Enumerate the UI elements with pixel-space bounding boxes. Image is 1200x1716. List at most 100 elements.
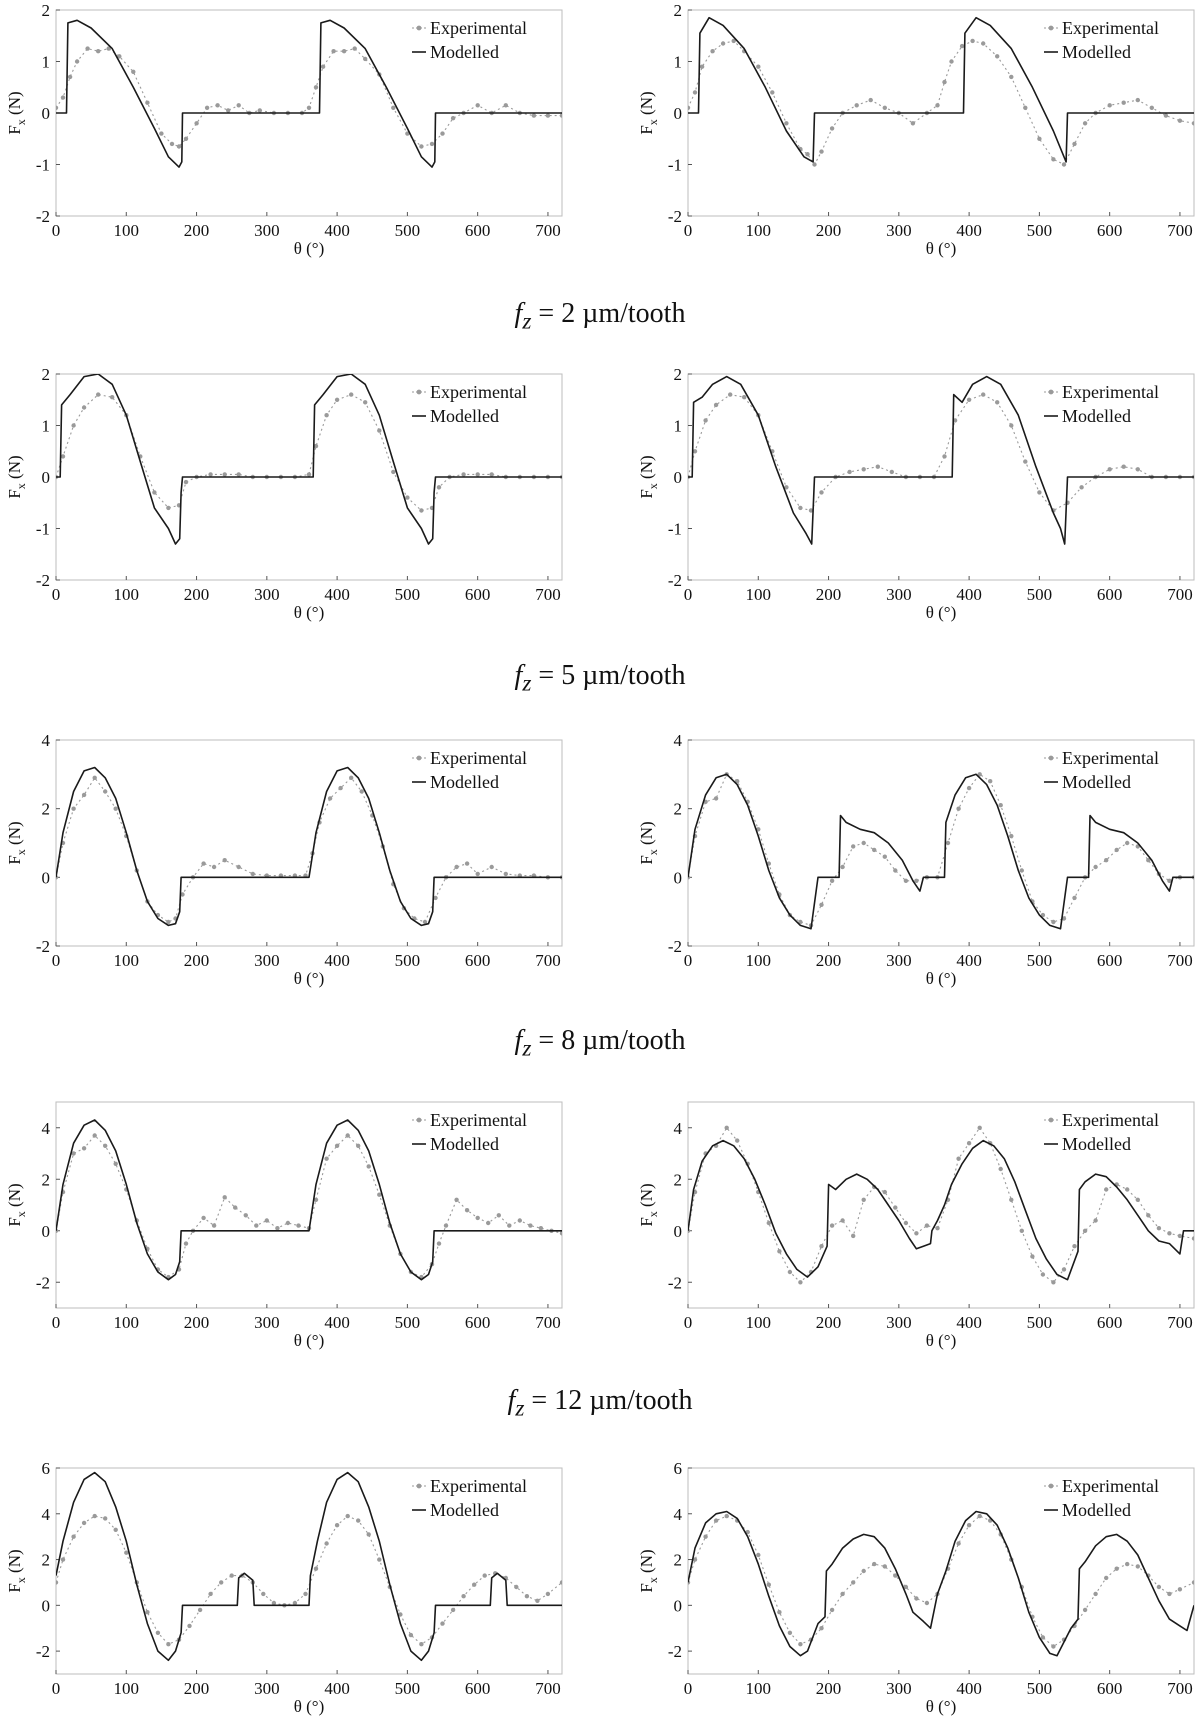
data-point [1114, 1566, 1119, 1571]
data-point [81, 1146, 87, 1151]
data-point [313, 1197, 319, 1203]
data-point [489, 864, 494, 870]
series-modelled [56, 766, 562, 927]
x-tick-label: 100 [114, 1313, 140, 1332]
data-point [377, 1557, 382, 1562]
caption-fz-8: fz = 8 µm/tooth [514, 1025, 686, 1062]
data-point [914, 878, 919, 883]
data-point [713, 1518, 719, 1523]
data-point [454, 864, 459, 870]
data-point [1163, 113, 1169, 118]
data-point [1037, 136, 1042, 141]
data-point [756, 1552, 761, 1558]
data-point [766, 1582, 771, 1587]
y-tick-label: 0 [674, 868, 683, 887]
x-tick-label: 600 [1097, 585, 1123, 604]
data-point [1125, 840, 1130, 846]
data-point [1121, 100, 1126, 105]
legend: Experimental Modelled [412, 1476, 527, 1520]
data-point [861, 1197, 866, 1203]
x-tick-label: 700 [1167, 585, 1193, 604]
data-point [464, 1208, 470, 1213]
data-point [405, 131, 410, 136]
plot-frame [687, 1467, 1195, 1675]
data-point [454, 1197, 459, 1203]
data-point [419, 1642, 424, 1647]
data-point [159, 131, 164, 136]
data-point [60, 1557, 66, 1562]
data-point [1135, 1564, 1141, 1569]
data-point [692, 90, 698, 95]
x-tick-label: 700 [535, 585, 561, 604]
y-tick-label: 1 [674, 53, 683, 72]
y-tick-label: -2 [668, 1273, 682, 1292]
data-point [419, 508, 424, 513]
chart-panel-1: 0 100 200 300 400 500 600 700 -2 -1 0 1 2 θ (°) Fx (N)… [5, 1, 563, 258]
data-point [538, 1226, 544, 1231]
legend-swatch-marker [416, 25, 422, 31]
data-point [742, 395, 747, 400]
series-experimental [688, 38, 1194, 167]
y-tick-label: 2 [42, 1170, 51, 1189]
data-point [183, 1241, 189, 1246]
series-modelled [688, 1510, 1194, 1657]
x-tick-label: 100 [114, 221, 140, 240]
modelled-line [56, 19, 562, 168]
data-point [229, 1573, 234, 1578]
y-tick-label: 0 [674, 1222, 683, 1241]
data-point [285, 1220, 291, 1226]
data-point [334, 1523, 340, 1528]
x-axis-label: θ (°) [926, 1697, 957, 1716]
x-tick-label: 300 [254, 221, 280, 240]
y-tick-label: 0 [42, 1222, 51, 1241]
data-point [728, 392, 733, 397]
data-point [334, 397, 340, 402]
data-point [486, 1220, 491, 1226]
legend-label: Experimental [430, 1476, 527, 1496]
data-point [1104, 858, 1109, 863]
data-point [169, 141, 175, 147]
data-point [812, 162, 817, 167]
data-point [829, 126, 835, 131]
data-point [724, 1125, 729, 1131]
data-point [798, 1280, 803, 1285]
data-point [914, 1596, 919, 1601]
data-point [236, 103, 241, 108]
data-point [219, 1580, 224, 1585]
x-axis-label: θ (°) [294, 239, 325, 258]
y-tick-label: 2 [42, 800, 51, 819]
legend-label: Modelled [430, 42, 499, 62]
data-point [545, 1591, 551, 1597]
modelled-line [688, 1510, 1194, 1657]
modelled-line [688, 773, 1194, 930]
y-tick-label: 1 [674, 417, 683, 436]
data-point [1177, 118, 1183, 123]
legend-swatch-marker [416, 389, 422, 395]
x-axis-label: θ (°) [926, 969, 957, 988]
data-point [829, 1223, 835, 1228]
x-tick-label: 100 [746, 585, 772, 604]
data-point [1040, 1272, 1046, 1277]
x-tick-label: 200 [184, 221, 210, 240]
data-point [966, 785, 972, 791]
y-tick-label: 6 [674, 1459, 683, 1478]
legend-label: Experimental [1062, 18, 1159, 38]
data-point [194, 121, 199, 126]
data-point [1125, 1561, 1130, 1567]
data-point [450, 116, 456, 121]
data-point [710, 49, 715, 54]
y-axis-label: Fx (N) [637, 1183, 660, 1226]
modelled-line [56, 766, 562, 927]
data-point [875, 464, 880, 469]
data-point [819, 1626, 824, 1631]
data-point [436, 485, 442, 490]
data-point [1177, 1587, 1183, 1592]
y-tick-label: -1 [36, 520, 50, 539]
data-point [893, 1205, 898, 1210]
data-point [320, 64, 326, 69]
y-tick-label: 2 [674, 800, 683, 819]
data-point [1072, 141, 1077, 147]
y-axis-label: Fx (N) [5, 91, 28, 134]
data-point [1082, 1607, 1088, 1613]
